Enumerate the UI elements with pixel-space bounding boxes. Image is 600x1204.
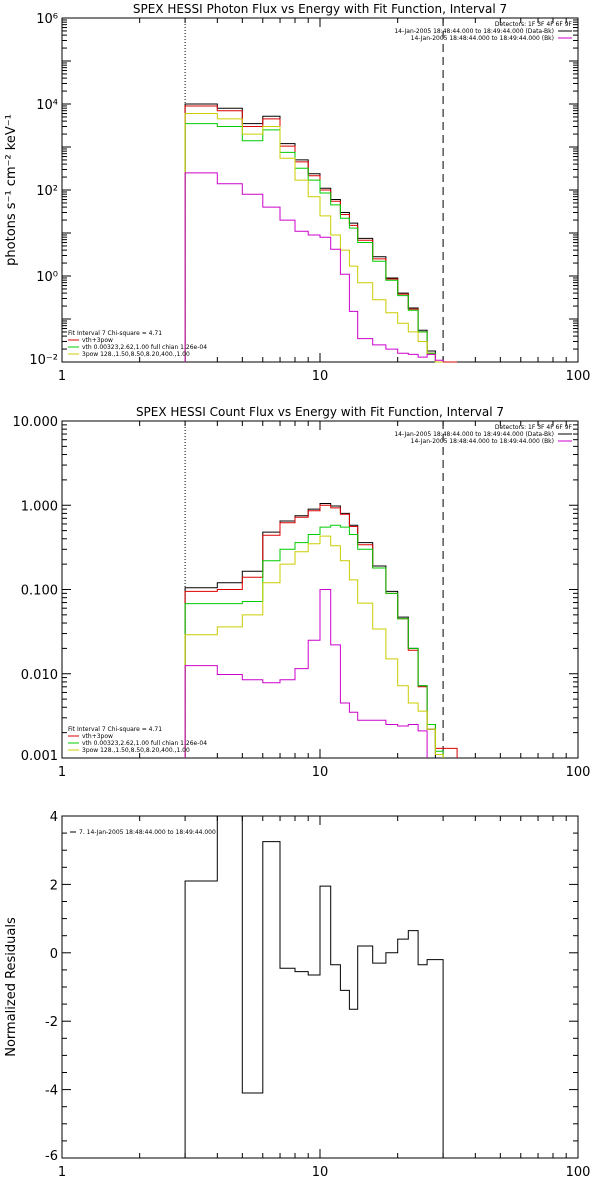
legend-left-2: vth 0.00323,2.62,1.00 full chian 1.26e-0…	[82, 740, 207, 747]
x-tick-label: 10	[312, 1165, 329, 1180]
legend-left-1: vth+3pow	[82, 733, 113, 740]
legend-right-1: 14-Jan-2005 18:48:44.000 to 18:49:44.000…	[394, 431, 554, 438]
series-photon-3	[184, 113, 444, 363]
series-photon-4	[184, 172, 444, 362]
legend-left-3: 3pow 128.,1.50,8.50,8.20,400.,1.00	[82, 747, 190, 754]
x-tick-label: 100	[566, 1165, 591, 1180]
y-tick-label: 10⁶	[36, 12, 58, 27]
x-tick-label: 10	[312, 765, 329, 780]
legend-left-0: Fit Interval 7 Chi-square = 4.71	[68, 330, 162, 337]
y-tick-label: 0	[50, 947, 58, 962]
plot-frame-residuals	[61, 815, 579, 1159]
series-count-0	[184, 503, 436, 758]
x-tick-label: 1	[58, 1165, 66, 1180]
x-tick-label: 1	[58, 765, 66, 780]
y-axis-label-residuals: Normalized Residuals	[4, 917, 19, 1057]
y-tick-label: 10.000	[13, 415, 59, 430]
legend-left-0: Fit Interval 7 Chi-square = 4.71	[68, 726, 162, 733]
x-tick-label: 100	[566, 369, 591, 384]
x-tick-label: 1	[58, 369, 66, 384]
y-tick-label: 10⁰	[36, 270, 58, 285]
y-tick-label: 2	[50, 878, 58, 893]
legend-right-0: Detectors: 1F 3F 4F 6F 9F	[495, 21, 573, 28]
y-tick-label: 10⁴	[36, 98, 58, 113]
y-tick-label: 0.001	[21, 749, 58, 764]
y-tick-label: -2	[45, 1015, 58, 1030]
legend-left-3: 3pow 128.,1.50,8.50,8.20,400.,1.00	[82, 351, 190, 358]
y-tick-label: 1.000	[21, 499, 58, 514]
legend-right-2: 14-Jan-2005 18:48:44.000 to 18:49:44.000…	[411, 438, 554, 445]
series-count-2	[184, 524, 444, 758]
y-tick-label: 0.010	[21, 668, 58, 683]
y-tick-label: 0.100	[21, 584, 58, 599]
y-tick-label: 10²	[36, 184, 58, 199]
chart-title-count: SPEX HESSI Count Flux vs Energy with Fit…	[136, 405, 504, 419]
x-tick-label: 10	[312, 369, 329, 384]
y-axis-label-photon: photons s⁻¹ cm⁻² keV⁻¹	[4, 114, 19, 266]
series-photon-2	[184, 123, 444, 363]
legend-left-2: vth 0.00323,2.62,1.00 full chian 1.26e-0…	[82, 344, 207, 351]
legend-right-1: 14-Jan-2005 18:48:44.000 to 18:49:44.000…	[394, 28, 554, 35]
series-count-1	[184, 504, 458, 758]
legend-left-0: 7. 14-Jan-2005 18:48:44.000 to 18:49:44.…	[79, 829, 216, 836]
chart-title-photon: SPEX HESSI Photon Flux vs Energy with Fi…	[133, 2, 507, 16]
series-count-4	[184, 589, 428, 758]
legend-left-1: vth+3pow	[82, 337, 113, 344]
series-photon-1	[184, 105, 458, 363]
y-tick-label: 4	[50, 810, 58, 825]
x-tick-label: 100	[566, 765, 591, 780]
series-residuals-0	[184, 815, 444, 1158]
y-tick-label: 10⁻²	[29, 353, 58, 368]
legend-right-2: 14-Jan-2005 18:48:44.000 to 18:49:44.000…	[411, 35, 554, 42]
legend-right-0: Detectors: 1F 3F 4F 6F 9F	[495, 424, 573, 431]
y-tick-label: -6	[45, 1149, 58, 1164]
series-count-3	[184, 535, 444, 758]
y-tick-label: -4	[45, 1084, 58, 1099]
